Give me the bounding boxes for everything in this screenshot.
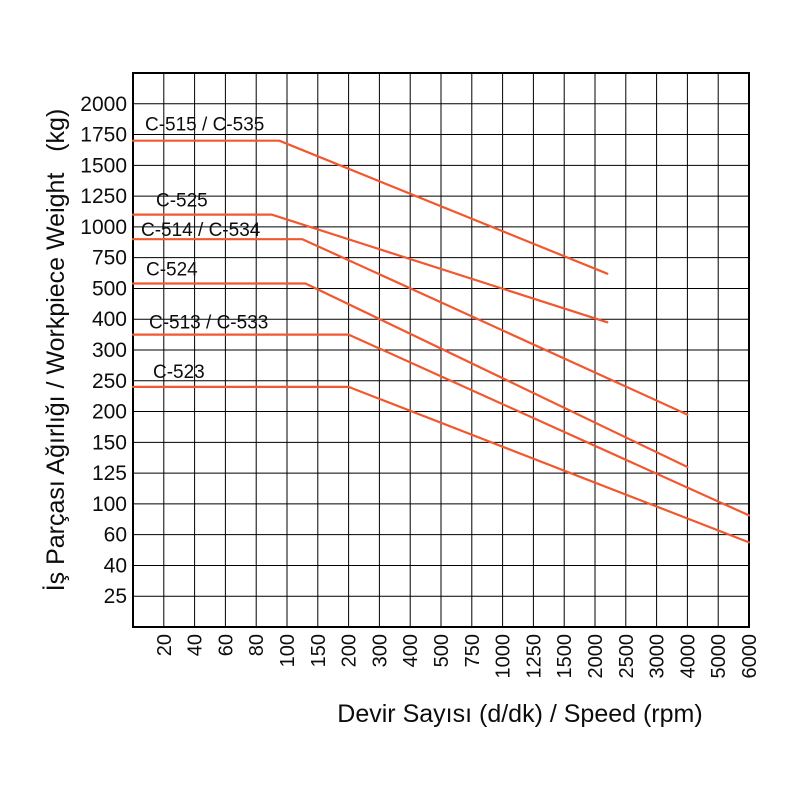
y-tick-label: 1250	[80, 185, 127, 208]
x-tick-label: 3000	[647, 634, 669, 679]
series-label-c-513-c-533: C-513 / C-533	[149, 313, 268, 334]
x-tick-label: 150	[308, 634, 330, 667]
y-tick-label: 2000	[80, 93, 127, 116]
x-tick-label: 80	[246, 634, 268, 656]
x-tick-label: 60	[215, 634, 237, 656]
y-tick-label: 150	[92, 431, 127, 454]
y-tick-label: 300	[92, 339, 127, 362]
series-label-c-524: C-524	[146, 260, 198, 281]
x-tick-label: 1250	[523, 634, 545, 679]
y-tick-label: 200	[92, 401, 127, 424]
y-tick-label: 250	[92, 370, 127, 393]
x-tick-label: 1500	[554, 634, 576, 679]
y-tick-labels: 2000 1750 1500 1250 1000 750 500 400 300 250 200 15…	[80, 93, 127, 608]
y-tick-label: 750	[92, 247, 127, 270]
x-tick-label: 750	[462, 634, 484, 667]
y-tick-label: 1000	[80, 216, 127, 239]
x-tick-label: 2000	[585, 634, 607, 679]
y-axis-title: İş Parçası Ağırlığı / Workpiece Weight (…	[41, 109, 70, 592]
x-tick-label: 300	[369, 634, 391, 667]
x-tick-label: 2500	[616, 634, 638, 679]
series-line-c-515-c-535	[131, 139, 609, 275]
x-tick-label: 100	[277, 634, 299, 667]
y-tick-label: 40	[104, 554, 127, 577]
grid-layer	[133, 73, 749, 627]
series-layer	[131, 139, 751, 544]
series-label-c-525: C-525	[156, 191, 208, 212]
series-line-c-524	[131, 282, 689, 469]
x-axis-title: Devir Sayısı (d/dk) / Speed (rpm)	[337, 700, 702, 728]
series-line-c-525	[131, 213, 609, 324]
series-line-c-513-c-533	[131, 333, 751, 517]
x-tick-label: 200	[339, 634, 361, 667]
y-tick-label: 400	[92, 308, 127, 331]
x-tick-label: 500	[431, 634, 453, 667]
x-tick-label: 4000	[677, 634, 699, 679]
x-tick-label: 5000	[708, 634, 730, 679]
y-tick-label: 1500	[80, 154, 127, 177]
x-tick-label: 6000	[739, 634, 761, 679]
series-label-c-523: C-523	[153, 362, 205, 383]
series-line-c-523	[131, 385, 751, 544]
y-tick-label: 25	[104, 585, 127, 608]
y-tick-label: 60	[104, 524, 127, 547]
y-tick-label: 500	[92, 277, 127, 300]
series-label-c-515-c-535: C-515 / C-535	[145, 115, 264, 136]
x-tick-labels: 20 40 60 80 100 150 200 300 400 500 750 1000 1250 150…	[154, 634, 761, 679]
x-tick-label: 400	[400, 634, 422, 667]
series-line-c-514-c-534	[131, 238, 689, 416]
series-label-layer: C-515 / C-535 C-525 C-514 / C-534 C-524 C-51…	[141, 115, 268, 383]
plot-frame	[132, 72, 750, 628]
y-tick-label: 125	[92, 462, 127, 485]
x-tick-label: 20	[154, 634, 176, 656]
series-label-c-514-c-534: C-514 / C-534	[141, 220, 261, 241]
x-tick-label: 1000	[493, 634, 515, 679]
x-tick-label: 40	[185, 634, 207, 656]
y-tick-label: 1750	[80, 124, 127, 147]
y-tick-label: 100	[92, 493, 127, 516]
